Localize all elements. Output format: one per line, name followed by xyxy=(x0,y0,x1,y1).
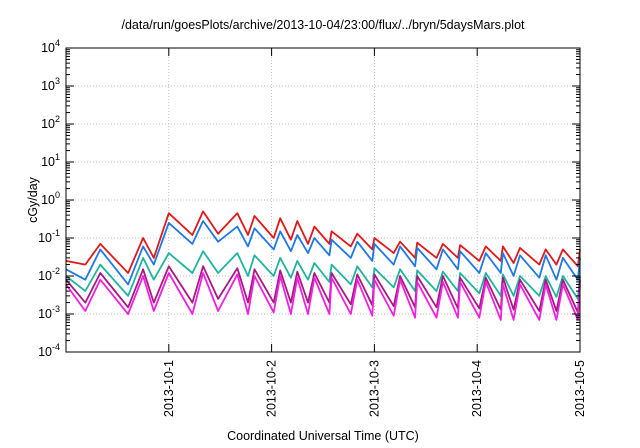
series-line-2 xyxy=(65,220,581,286)
grid xyxy=(66,48,580,352)
series-line-3 xyxy=(65,250,581,300)
y-tick-label: 10-3 xyxy=(38,304,60,321)
axis-ticks: 10-4 10-3 10-2 10-1 100 101 102 103 104 2013-10-1… xyxy=(38,38,587,417)
series-line-1 xyxy=(65,210,581,274)
x-tick-label: 2013-10-5 xyxy=(573,360,587,417)
x-tick-label: 2013-10-3 xyxy=(367,360,381,417)
x-axis-label: Coordinated Universal Time (UTC) xyxy=(227,429,419,443)
y-tick-label: 10-4 xyxy=(38,342,60,359)
series-line-5 xyxy=(65,272,581,321)
x-tick-label: 2013-10-1 xyxy=(162,360,176,417)
y-tick-label: 103 xyxy=(41,76,60,93)
chart-title: /data/run/goesPlots/archive/2013-10-04/2… xyxy=(121,18,525,32)
series-line-4 xyxy=(65,265,581,314)
y-tick-label: 10-1 xyxy=(38,228,60,245)
series-group xyxy=(65,210,581,321)
y-tick-label: 100 xyxy=(41,190,60,207)
x-tick-label: 2013-10-4 xyxy=(470,360,484,417)
plot-frame xyxy=(65,47,581,353)
y-tick-label: 102 xyxy=(41,114,60,131)
x-tick-label: 2013-10-2 xyxy=(265,360,279,417)
y-tick-label: 10-2 xyxy=(38,266,60,283)
y-tick-label: 101 xyxy=(41,152,60,169)
y-tick-label: 104 xyxy=(41,38,60,55)
